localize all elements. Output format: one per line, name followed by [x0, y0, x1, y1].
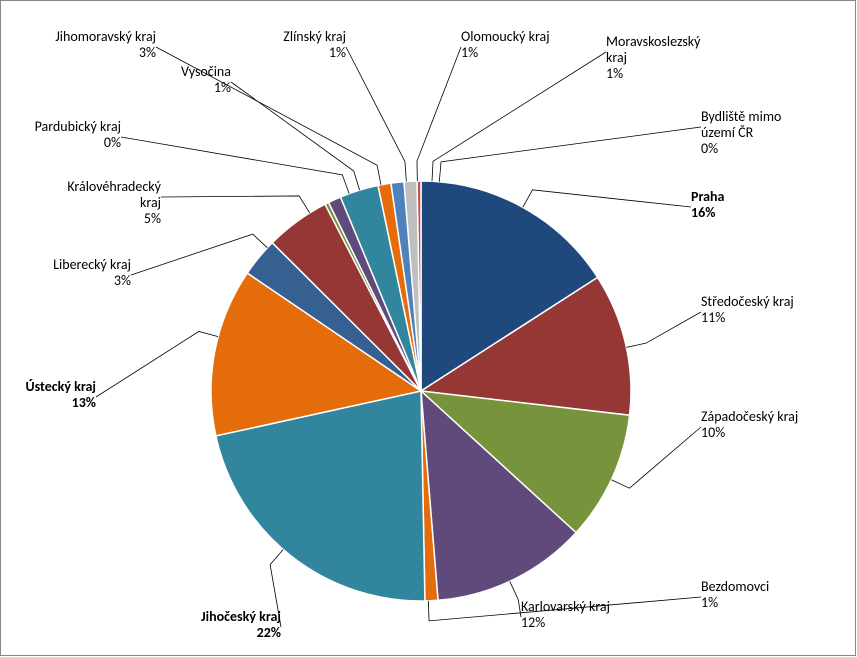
slice-label: kraj — [606, 49, 627, 66]
slice-label: Bezdomovci — [701, 578, 769, 595]
slice-label: Praha — [691, 188, 725, 205]
slice-label: 0% — [701, 140, 718, 157]
slice-label: 1% — [461, 44, 478, 61]
slice-label: Olomoucký kraj — [461, 28, 550, 45]
slice-label: Královéhradecký — [67, 178, 161, 195]
slice-label: kraj — [140, 194, 161, 211]
slice-label: Ústecký kraj — [25, 378, 96, 395]
leader-line — [96, 331, 218, 397]
slice-label: území ČR — [701, 124, 754, 141]
slice-label: Bydliště mimo — [701, 108, 781, 125]
slice-label: Středočeský kraj — [701, 293, 794, 310]
leader-line — [439, 127, 701, 182]
leader-line — [510, 581, 521, 617]
leader-line — [417, 47, 461, 181]
slice-label: Jihomoravský kraj — [55, 28, 156, 45]
leader-line — [231, 82, 360, 190]
slice-label: 16% — [691, 204, 715, 221]
slice-label: 1% — [606, 65, 623, 82]
slice-label: Jihočeský kraj — [201, 608, 281, 625]
slice-label: Liberecký kraj — [53, 256, 131, 273]
slice-label: 1% — [701, 594, 718, 611]
slice-label: 1% — [329, 44, 346, 61]
slice-label: 13% — [72, 394, 96, 411]
slice-label: 22% — [257, 624, 281, 641]
slice-label: 11% — [701, 309, 725, 326]
leader-line — [432, 52, 606, 181]
leader-line — [131, 234, 267, 275]
slice-label: 5% — [144, 210, 161, 227]
slice-label: 3% — [114, 272, 131, 289]
chart-frame: Praha16% Středočeský kraj11% Západočeský k… — [0, 0, 856, 656]
leader-line — [626, 312, 701, 347]
slice-label: Zlínský kraj — [283, 28, 346, 45]
slice-label: Moravskoslezský — [606, 33, 701, 50]
slice-label: Západočeský kraj — [701, 408, 798, 425]
slice-label: 0% — [104, 134, 121, 151]
slice-label: 1% — [214, 79, 231, 96]
slice-label: 10% — [701, 424, 725, 441]
pie-chart: Praha16% Středočeský kraj11% Západočeský k… — [1, 1, 855, 655]
leader-line — [346, 47, 406, 182]
leader-line — [523, 190, 691, 207]
slice-label: 12% — [521, 614, 545, 631]
slice-label: Vysočina — [181, 63, 231, 80]
slice-label: Pardubický kraj — [35, 118, 121, 135]
slice-label: 3% — [139, 44, 156, 61]
leader-line — [161, 196, 310, 213]
